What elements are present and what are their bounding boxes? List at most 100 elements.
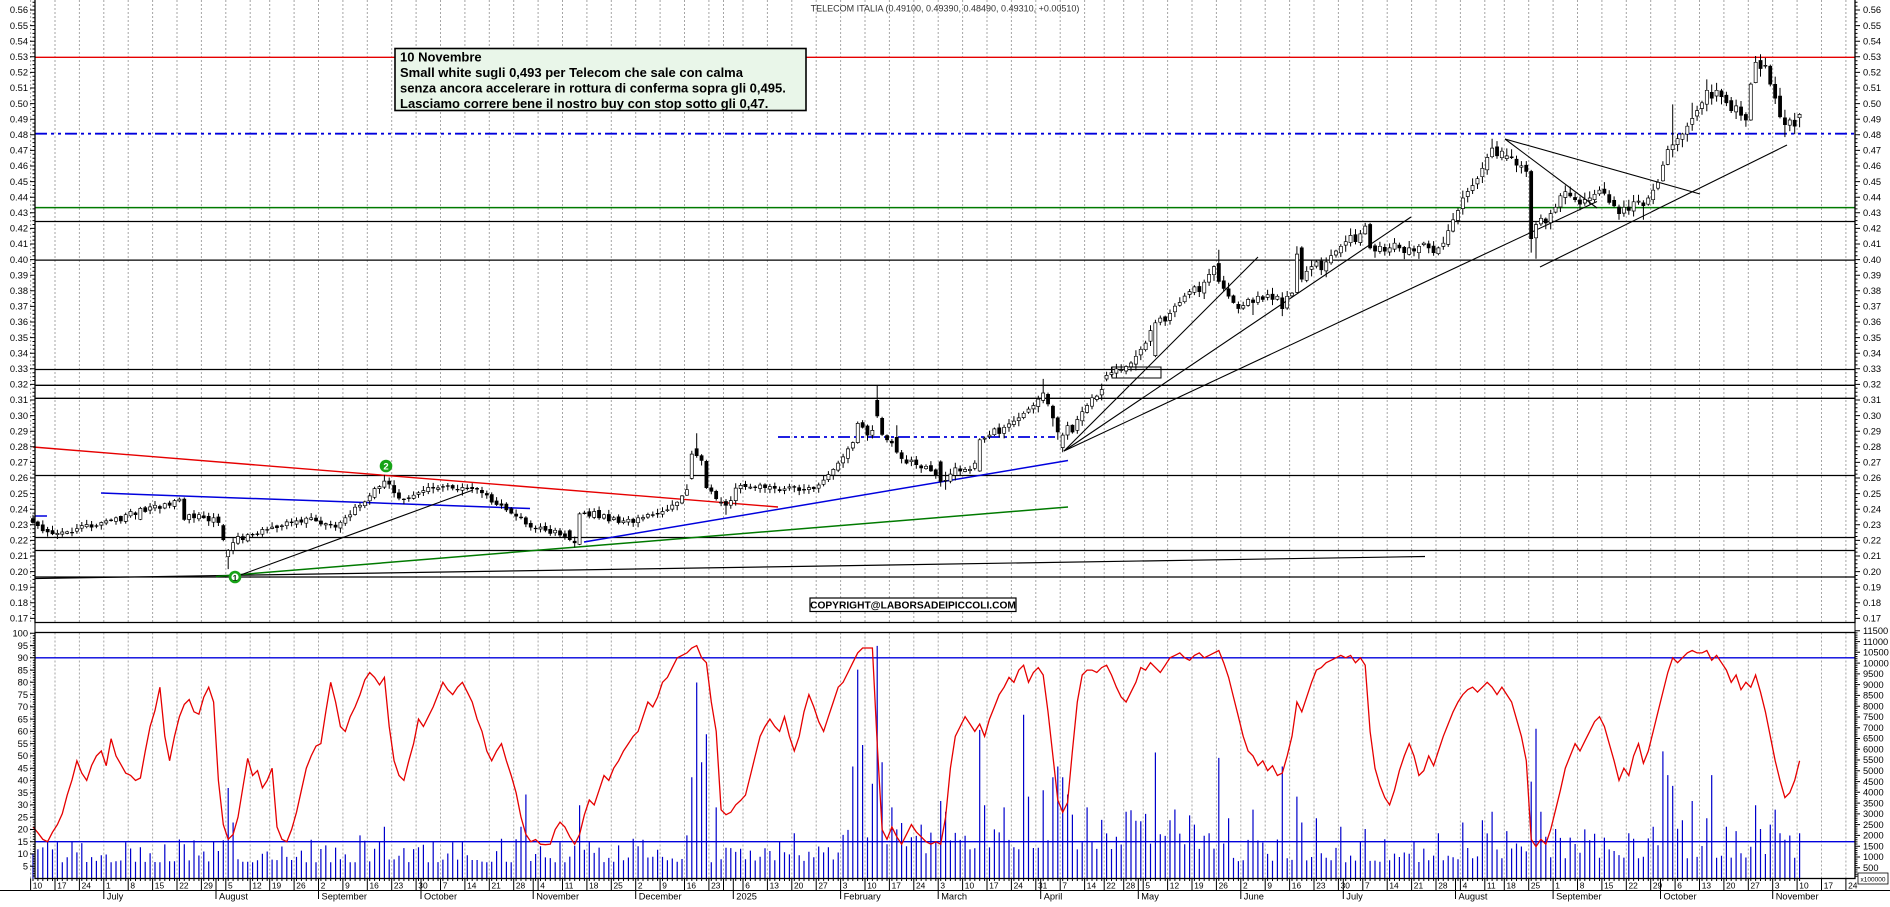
svg-text:0.37: 0.37 [1863,302,1881,312]
svg-text:August: August [219,892,248,902]
svg-text:Lasciamo correre bene il nostr: Lasciamo correre bene il nostro buy con … [400,96,768,111]
svg-text:6500: 6500 [1863,734,1884,744]
svg-text:0.29: 0.29 [1863,426,1881,436]
svg-text:4: 4 [540,880,545,890]
svg-text:40: 40 [18,776,28,786]
svg-text:23: 23 [711,880,721,890]
svg-text:0.34: 0.34 [10,348,28,358]
svg-text:0.36: 0.36 [1863,317,1881,327]
svg-text:15: 15 [1604,880,1614,890]
svg-text:0.44: 0.44 [10,192,28,202]
svg-text:February: February [844,892,882,902]
svg-text:2: 2 [1243,880,1248,890]
svg-text:0.25: 0.25 [10,489,28,499]
svg-text:August: August [1459,892,1488,902]
svg-text:November: November [536,892,579,902]
svg-text:0.52: 0.52 [1863,68,1881,78]
svg-text:0.18: 0.18 [1863,598,1881,608]
svg-text:July: July [1346,892,1363,902]
svg-text:18: 18 [1507,880,1517,890]
svg-text:7500: 7500 [1863,712,1884,722]
svg-text:3: 3 [1775,880,1780,890]
svg-text:5: 5 [1145,880,1150,890]
svg-text:22: 22 [179,880,189,890]
svg-text:8500: 8500 [1863,691,1884,701]
svg-text:1: 1 [106,880,111,890]
svg-text:0.49: 0.49 [10,114,28,124]
svg-text:0.51: 0.51 [1863,83,1881,93]
svg-text:5: 5 [228,880,233,890]
svg-text:0.40: 0.40 [1863,255,1881,265]
svg-text:0.30: 0.30 [1863,411,1881,421]
svg-text:0.36: 0.36 [10,317,28,327]
svg-text:11000: 11000 [1863,637,1888,647]
svg-text:0.23: 0.23 [1863,520,1881,530]
svg-text:0.18: 0.18 [10,598,28,608]
svg-text:0.48: 0.48 [1863,130,1881,140]
svg-text:0.38: 0.38 [10,286,28,296]
svg-text:7000: 7000 [1863,723,1884,733]
svg-text:17: 17 [1824,880,1834,890]
svg-text:60: 60 [18,727,28,737]
svg-text:25: 25 [1531,880,1541,890]
svg-text:0.21: 0.21 [10,551,28,561]
svg-text:0.53: 0.53 [1863,52,1881,62]
svg-text:September: September [322,892,367,902]
svg-text:13: 13 [1702,880,1712,890]
svg-text:0.41: 0.41 [1863,239,1881,249]
svg-text:24: 24 [1848,880,1858,890]
svg-text:0.21: 0.21 [1863,551,1881,561]
svg-text:3000: 3000 [1863,809,1884,819]
svg-text:21: 21 [1414,880,1424,890]
svg-text:24: 24 [916,880,926,890]
svg-text:4000: 4000 [1863,788,1884,798]
svg-text:0.50: 0.50 [10,99,28,109]
svg-text:December: December [639,892,682,902]
svg-text:0.23: 0.23 [10,520,28,530]
svg-text:0.41: 0.41 [10,239,28,249]
svg-text:11: 11 [1487,880,1496,890]
svg-text:12: 12 [1170,880,1180,890]
svg-text:10: 10 [867,880,877,890]
svg-text:15: 15 [18,837,28,847]
svg-text:0.22: 0.22 [1863,536,1881,546]
svg-text:1: 1 [233,573,238,583]
svg-text:July: July [107,892,124,902]
svg-text:1500: 1500 [1863,841,1884,851]
svg-text:5: 5 [23,861,28,871]
svg-text:29: 29 [204,880,214,890]
svg-text:Small white sugli 0,493 per Te: Small white sugli 0,493 per Telecom che … [400,65,744,80]
svg-text:100: 100 [12,629,28,639]
svg-text:18: 18 [589,880,599,890]
svg-text:4500: 4500 [1863,777,1884,787]
svg-text:10: 10 [1799,880,1809,890]
svg-text:30: 30 [418,880,428,890]
svg-text:2: 2 [383,462,388,473]
svg-text:September: September [1556,892,1601,902]
svg-text:0.35: 0.35 [1863,333,1881,343]
svg-text:95: 95 [18,641,28,651]
svg-text:27: 27 [818,880,828,890]
svg-text:0.20: 0.20 [1863,567,1881,577]
svg-text:0.33: 0.33 [1863,364,1881,374]
svg-text:70: 70 [18,702,28,712]
svg-text:2: 2 [321,880,326,890]
svg-text:0.19: 0.19 [10,582,28,592]
svg-text:24: 24 [1014,880,1024,890]
svg-text:0.46: 0.46 [10,161,28,171]
svg-text:3: 3 [940,880,945,890]
svg-text:2500: 2500 [1863,820,1884,830]
svg-text:0.17: 0.17 [10,614,28,624]
svg-text:500: 500 [1863,863,1879,873]
svg-text:20: 20 [18,825,28,835]
svg-text:0.55: 0.55 [1863,21,1881,31]
svg-text:0.31: 0.31 [1863,395,1881,405]
svg-text:0.32: 0.32 [10,380,28,390]
svg-text:0.42: 0.42 [1863,224,1881,234]
svg-text:0.56: 0.56 [1863,5,1881,15]
svg-text:20: 20 [794,880,804,890]
svg-text:65: 65 [18,714,28,724]
svg-text:30: 30 [18,800,28,810]
svg-text:0.54: 0.54 [1863,36,1881,46]
svg-text:0.26: 0.26 [10,473,28,483]
